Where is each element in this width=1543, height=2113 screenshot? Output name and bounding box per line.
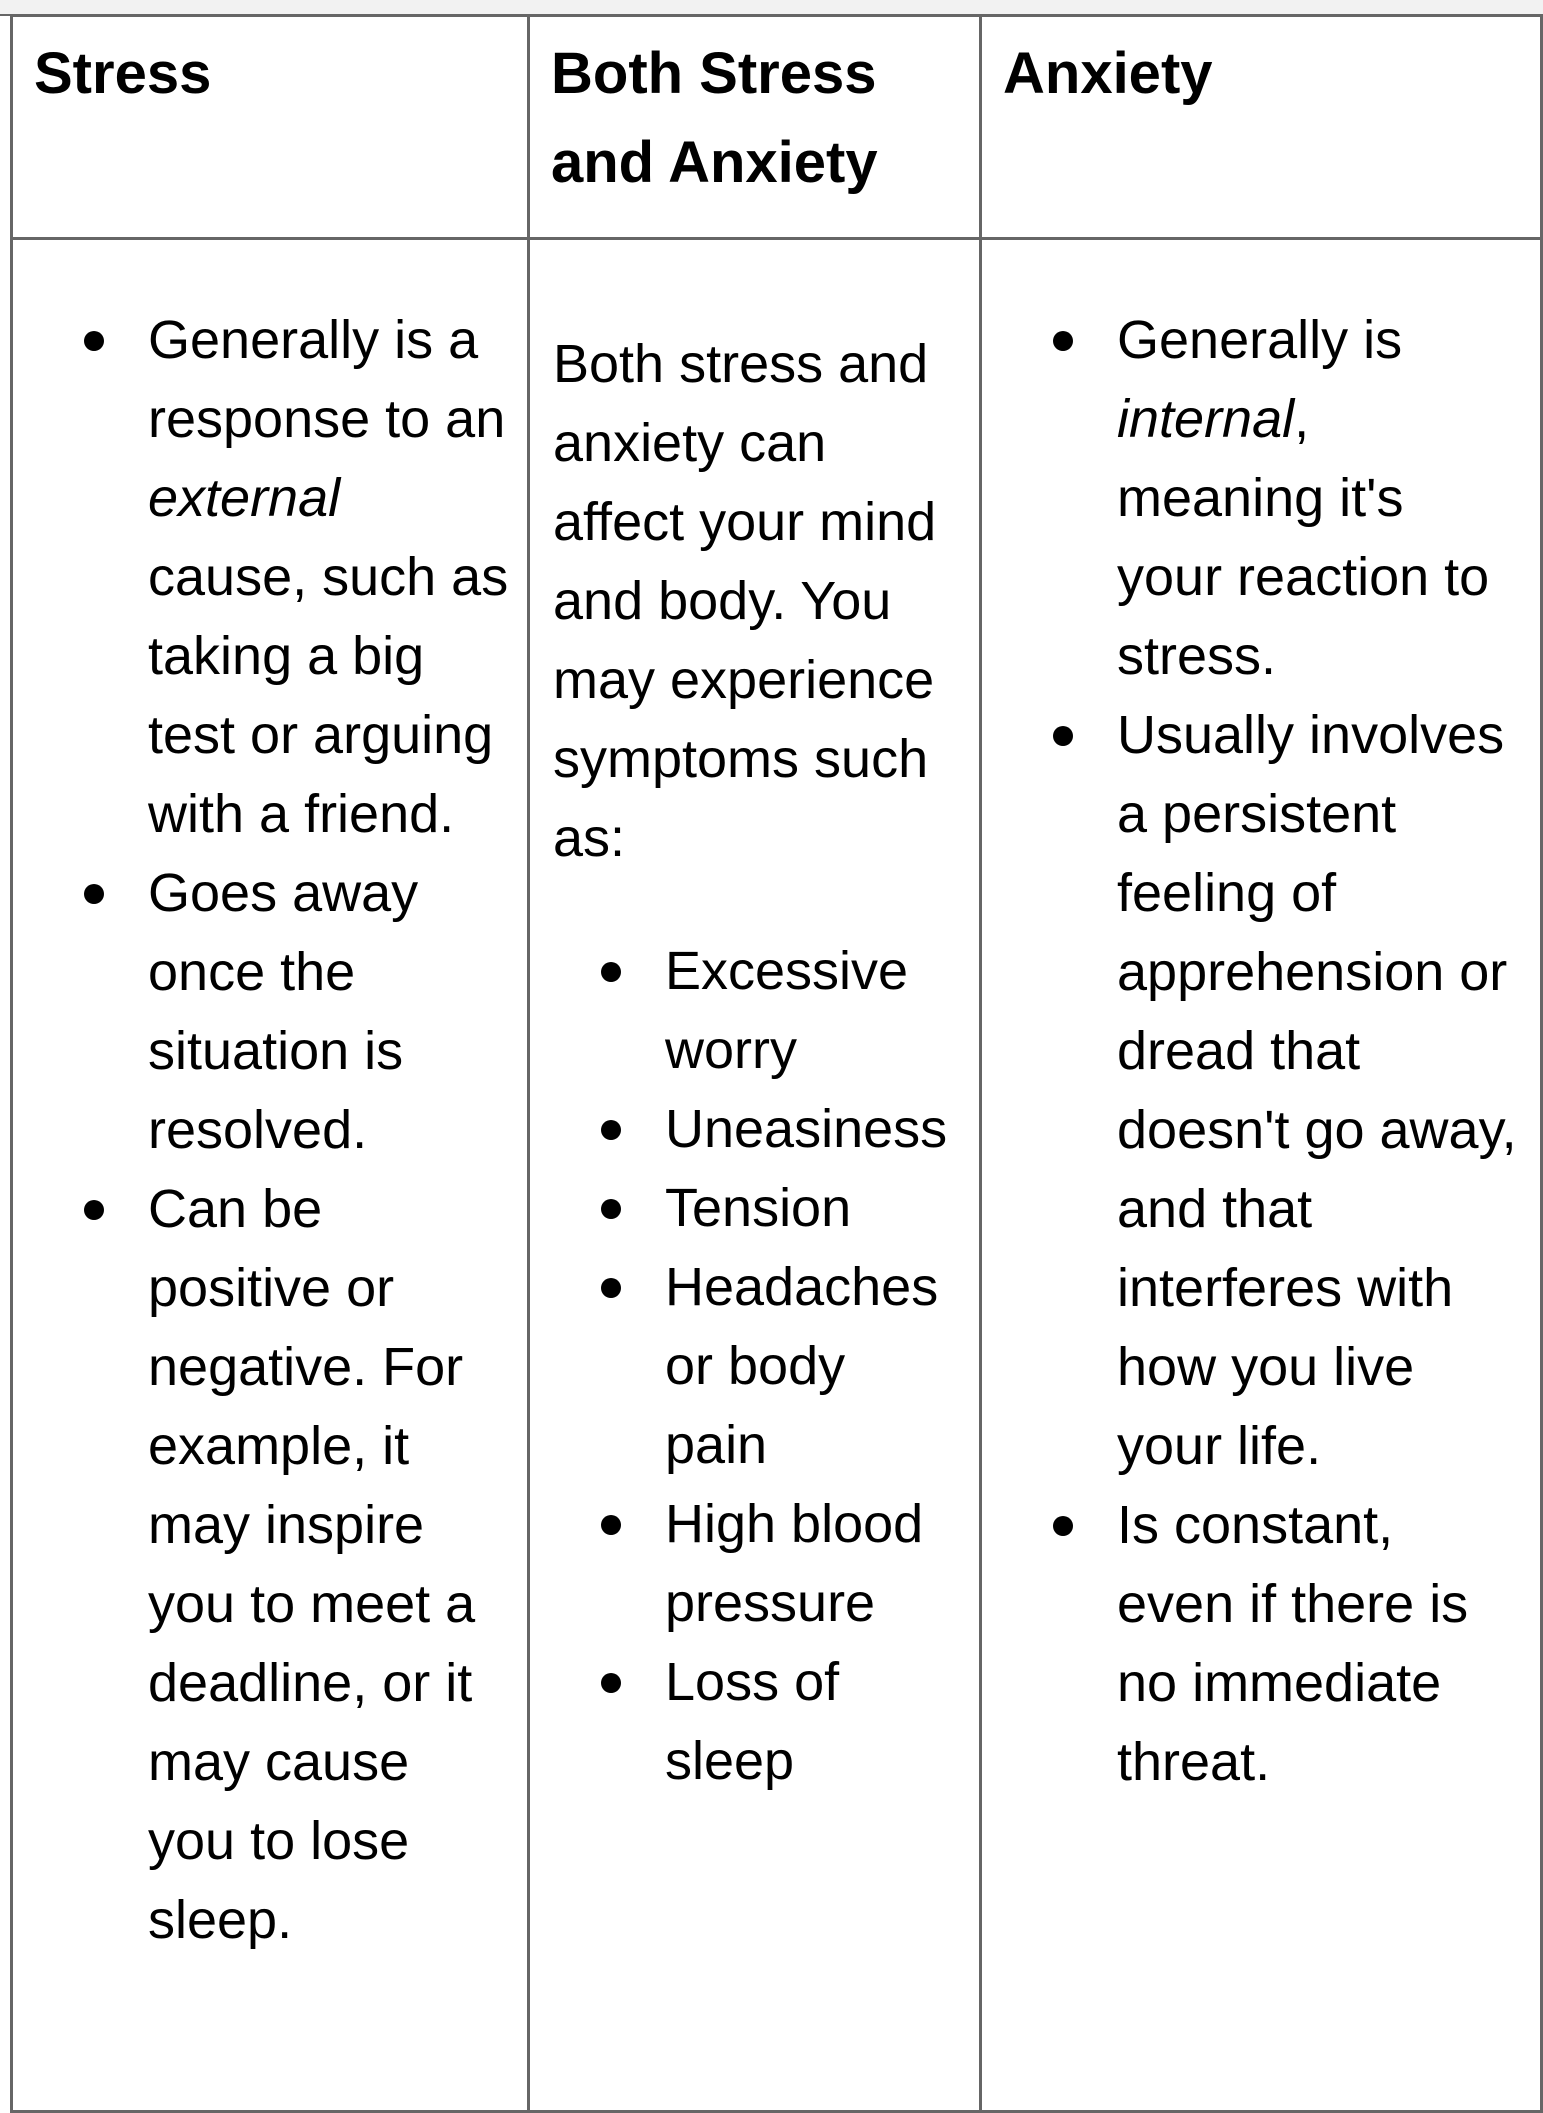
anxiety-list: Generally is internal, meaning it's your… <box>1003 301 1522 1802</box>
list-item: Goes away once the situation is resolved… <box>84 854 509 1170</box>
list-item: Excessive worry <box>601 932 961 1090</box>
list-item: Loss of sleep <box>601 1643 961 1801</box>
text: , meaning it's your reaction to stress. <box>1117 389 1490 686</box>
header-both: Both Stress and Anxiety <box>527 14 982 240</box>
anxiety-cell: Generally is internal, meaning it's your… <box>979 237 1543 2113</box>
list-item: Is constant, even if there is no immedia… <box>1053 1486 1522 1802</box>
header-stress: Stress <box>10 14 530 240</box>
list-item: Tension <box>601 1169 961 1248</box>
list-item: Generally is a response to an external c… <box>84 301 509 854</box>
list-item: Generally is internal, meaning it's your… <box>1053 301 1522 696</box>
list-item: Can be positive or negative. For example… <box>84 1170 509 1960</box>
list-item: Uneasiness <box>601 1090 961 1169</box>
list-item: High blood pressure <box>601 1485 961 1643</box>
comparison-table: Stress Both Stress and Anxiety Anxiety G… <box>10 14 1543 2113</box>
header-anxiety: Anxiety <box>979 14 1543 240</box>
symptom-list: Excessive worry Uneasiness Tension Heada… <box>551 932 961 1801</box>
header-row: Stress Both Stress and Anxiety Anxiety <box>10 14 1543 240</box>
list-item: Headaches or body pain <box>601 1248 961 1485</box>
emphasis: internal <box>1117 389 1295 449</box>
stress-cell: Generally is a response to an external c… <box>10 237 530 2113</box>
emphasis: external <box>148 468 341 528</box>
list-item: Usually involves a persistent feeling of… <box>1053 696 1522 1486</box>
stress-list: Generally is a response to an external c… <box>34 301 509 1960</box>
text: Generally is a response to an <box>148 310 506 449</box>
body-row: Generally is a response to an external c… <box>10 237 1543 2113</box>
text: Generally is <box>1117 310 1403 370</box>
both-intro: Both stress and anxiety can affect your … <box>553 334 937 868</box>
text: cause, such as taking a big test or argu… <box>148 547 509 844</box>
both-cell: Both stress and anxiety can affect your … <box>527 237 982 2113</box>
